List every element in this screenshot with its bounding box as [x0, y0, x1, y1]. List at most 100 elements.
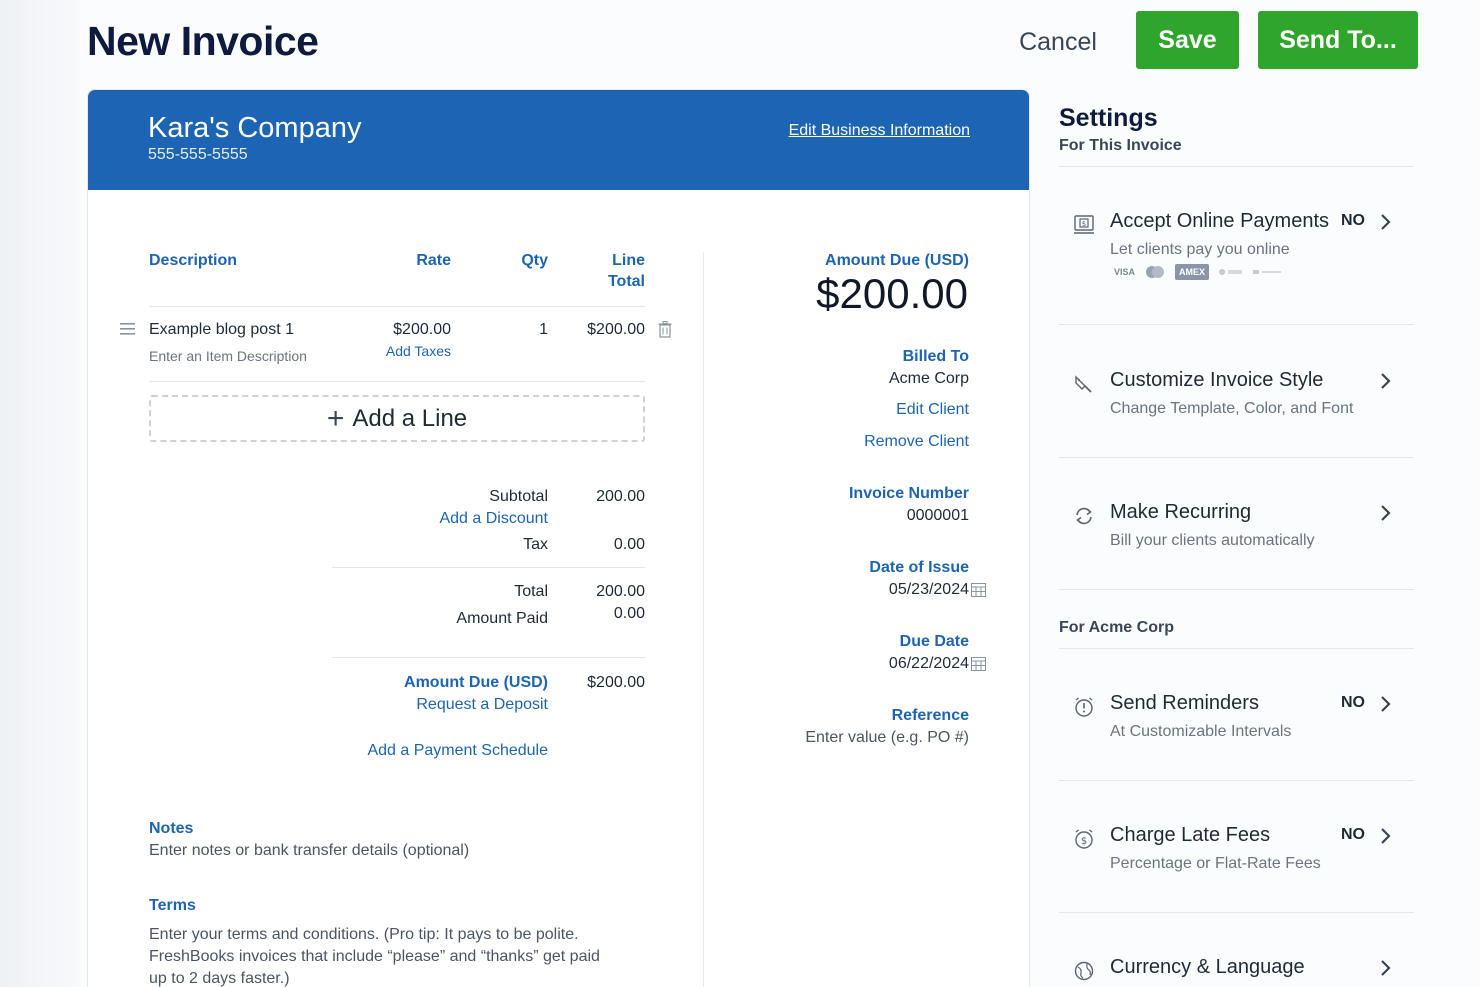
item-rate[interactable]: $200.00 — [393, 321, 451, 338]
amount-paid-value: 0.00 — [613, 605, 645, 622]
summary-amount-due-value: $200.00 — [816, 270, 968, 317]
setting-description: Percentage or Flat-Rate Fees — [1110, 855, 1321, 872]
add-taxes-link[interactable]: Add Taxes — [385, 343, 451, 359]
amount-due-label: Amount Due (USD) — [404, 674, 548, 691]
setting-charge-late-fees[interactable]: $ Charge Late Fees Percentage or Flat-Ra… — [1059, 824, 1414, 934]
svg-text:$: $ — [1082, 220, 1086, 228]
chevron-right-icon — [1381, 696, 1391, 712]
tax-value: 0.00 — [613, 536, 645, 553]
settings-divider — [1059, 780, 1414, 781]
setting-status: NO — [1341, 212, 1365, 229]
apple-pay-logo — [1219, 269, 1243, 275]
amount-paid-label: Amount Paid — [456, 610, 548, 627]
edit-business-info-link[interactable]: Edit Business Information — [788, 122, 970, 139]
notes-input[interactable]: Enter notes or bank transfer details (op… — [149, 842, 470, 859]
payment-logos: VISA AMEX — [1114, 264, 1283, 280]
invoice-card: Kara's Company 555-555-5555 Edit Busines… — [87, 89, 1030, 987]
setting-currency-language[interactable]: Currency & Language — [1059, 956, 1414, 987]
remove-client-link[interactable]: Remove Client — [864, 433, 969, 450]
setting-label: Send Reminders — [1110, 692, 1259, 714]
column-header-description: Description — [149, 252, 238, 269]
column-header-line-total: Line Total — [607, 252, 645, 290]
setting-description: Bill your clients automatically — [1110, 532, 1315, 549]
chevron-right-icon — [1381, 505, 1391, 521]
item-description-input[interactable]: Enter an Item Description — [149, 348, 307, 364]
item-name[interactable]: Example blog post 1 — [149, 321, 294, 338]
paint-brush-icon — [1075, 375, 1092, 393]
setting-status: NO — [1341, 694, 1365, 711]
terms-label: Terms — [149, 897, 196, 914]
setting-description: Change Template, Color, and Font — [1110, 400, 1354, 417]
add-line-label: Add a Line — [352, 404, 468, 432]
add-line-button[interactable]: + Add a Line — [149, 395, 645, 442]
client-name: Acme Corp — [888, 370, 969, 387]
save-button[interactable]: Save — [1136, 11, 1239, 69]
chevron-right-icon — [1381, 373, 1391, 389]
trash-icon[interactable] — [658, 321, 672, 338]
late-fee-icon: $ — [1075, 829, 1093, 849]
invoice-number-input[interactable]: 0000001 — [906, 507, 969, 524]
due-date-label: Due Date — [899, 633, 969, 650]
settings-divider — [1059, 324, 1414, 325]
invoice-number-label: Invoice Number — [848, 485, 969, 502]
total-value: 200.00 — [596, 583, 645, 600]
add-discount-link[interactable]: Add a Discount — [439, 510, 548, 527]
company-phone: 555-555-5555 — [148, 146, 248, 163]
mastercard-logo — [1146, 266, 1165, 278]
setting-label: Charge Late Fees — [1110, 824, 1271, 846]
bank-logo — [1253, 270, 1282, 274]
globe-icon — [1074, 961, 1094, 981]
svg-text:$: $ — [1081, 836, 1087, 847]
page-title: New Invoice — [87, 18, 319, 64]
notes-label: Notes — [149, 820, 194, 837]
business-header: Kara's Company 555-555-5555 Edit Busines… — [88, 90, 1029, 190]
amount-divider — [332, 657, 645, 658]
item-total: $200.00 — [587, 321, 645, 338]
settings-divider — [1059, 912, 1414, 913]
cancel-button[interactable]: Cancel — [1003, 18, 1113, 66]
edit-client-link[interactable]: Edit Client — [896, 401, 969, 418]
settings-title: Settings — [1059, 104, 1158, 132]
setting-make-recurring[interactable]: Make Recurring Bill your clients automat… — [1059, 501, 1414, 611]
chevron-right-icon — [1381, 214, 1391, 230]
calendar-icon[interactable] — [971, 582, 986, 597]
chevron-right-icon — [1381, 960, 1391, 976]
subtotal-value: 200.00 — [596, 488, 645, 505]
column-header-rate: Rate — [416, 252, 451, 269]
setting-label: Accept Online Payments — [1110, 210, 1329, 232]
setting-description: Let clients pay you online — [1110, 241, 1290, 258]
drag-handle-icon[interactable] — [120, 323, 135, 335]
item-qty[interactable]: 1 — [539, 321, 548, 338]
terms-input[interactable]: Enter your terms and conditions. (Pro ti… — [149, 926, 600, 987]
chevron-right-icon — [1381, 828, 1391, 844]
settings-subtitle: For This Invoice — [1059, 137, 1182, 154]
payment-schedule-link[interactable]: Add a Payment Schedule — [367, 742, 548, 759]
date-of-issue-input[interactable]: 05/23/2024 — [888, 581, 969, 598]
reference-input[interactable]: Enter value (e.g. PO #) — [805, 729, 969, 746]
reference-label: Reference — [891, 707, 969, 724]
row-divider — [149, 381, 645, 382]
visa-logo: VISA — [1114, 267, 1136, 277]
due-date-input[interactable]: 06/22/2024 — [888, 655, 969, 672]
total-label: Total — [514, 583, 548, 600]
setting-send-reminders[interactable]: Send Reminders At Customizable Intervals… — [1059, 692, 1414, 802]
column-divider — [703, 252, 704, 987]
company-name: Kara's Company — [148, 112, 362, 144]
header-divider — [149, 306, 645, 307]
setting-label: Currency & Language — [1110, 956, 1305, 978]
settings-divider — [1059, 457, 1414, 458]
request-deposit-link[interactable]: Request a Deposit — [416, 696, 548, 713]
setting-customize-style[interactable]: Customize Invoice Style Change Template,… — [1059, 369, 1414, 479]
setting-label: Make Recurring — [1110, 501, 1252, 523]
reminder-icon — [1075, 697, 1093, 717]
setting-status: NO — [1341, 826, 1365, 843]
amount-due-value: $200.00 — [587, 674, 645, 691]
plus-icon: + — [326, 401, 345, 435]
calendar-icon[interactable] — [971, 656, 986, 671]
settings-divider — [1059, 166, 1414, 167]
send-to-button[interactable]: Send To... — [1258, 11, 1418, 69]
setting-description: At Customizable Intervals — [1110, 723, 1292, 740]
client-settings-heading: For Acme Corp — [1059, 619, 1174, 636]
recurring-icon — [1076, 507, 1092, 525]
setting-accept-online-payments[interactable]: $ Accept Online Payments Let clients pay… — [1059, 210, 1414, 320]
